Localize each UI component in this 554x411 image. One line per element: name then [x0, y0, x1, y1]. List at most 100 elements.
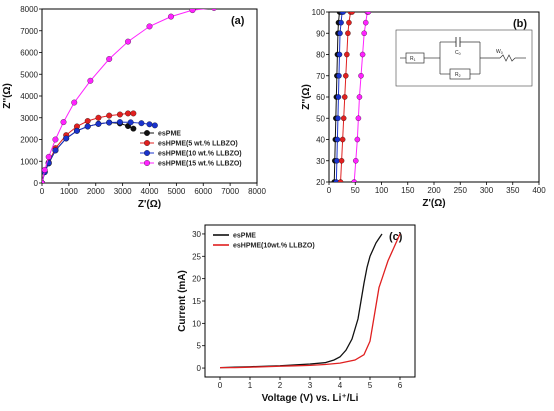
a-legend-label: esHPME(10 wt.% LLBZO): [158, 151, 242, 158]
c-x-tick-label: 1: [248, 381, 253, 390]
b-series-3-point: [353, 157, 359, 164]
b-series-2-point: [345, 30, 351, 36]
a-x-axis-label: Z'(Ω): [138, 199, 161, 210]
a-series-1-point: [84, 118, 91, 124]
b-series-1-point: [335, 94, 342, 100]
b-series-2-point: [338, 157, 345, 164]
b-series-2-point: [341, 94, 348, 100]
a-x-tick-label: 0: [40, 187, 45, 196]
a-series-2-point: [106, 119, 113, 126]
c-x-tick-label: 0: [218, 381, 223, 390]
b-y-tick-label: 50: [316, 114, 325, 123]
a-series-1-point: [95, 114, 102, 121]
c-y-tick-label: 20: [192, 275, 201, 284]
b-series-2-point: [344, 51, 350, 58]
c-y-tick-label: 15: [192, 297, 201, 306]
a-series-1-point: [125, 110, 131, 117]
b-y-tick-label: 100: [312, 8, 326, 17]
b-x-tick-label: 200: [427, 186, 441, 195]
circuit-w-sub: 0: [501, 51, 503, 55]
a-series-1-point: [106, 112, 113, 119]
a-series-3-point: [106, 56, 113, 62]
circuit-w-label: W0: [496, 49, 503, 55]
b-x-tick-label: 50: [351, 186, 360, 195]
a-series-2-point: [146, 121, 153, 128]
b-series-2-point: [346, 19, 352, 26]
b-x-tick-label: 100: [375, 186, 389, 195]
b-x-tick-label: 0: [327, 186, 332, 195]
a-series-2-point: [116, 119, 123, 126]
a-series-group: [42, 9, 217, 183]
c-y-axis-label: Current (mA): [177, 270, 188, 332]
a-series-3-point: [146, 23, 153, 30]
a-x-tick-label: 4000: [141, 187, 159, 196]
a-series-2-point: [63, 135, 70, 142]
panel-a-nyquist-plot: 0 1000 2000 3000 4000 5000 6000 7000 8000 0 1000 20…: [2, 5, 266, 210]
b-series-1-point: [337, 30, 343, 36]
b-x-tick-label: 250: [454, 186, 468, 195]
c-series-line-0: [219, 233, 383, 369]
b-y-tick-label: 60: [316, 93, 325, 102]
a-series-2-point: [138, 120, 145, 127]
a-legend-label: esHPME(15 wt.% LLBZO): [158, 161, 242, 168]
b-series-3-point: [355, 115, 362, 122]
a-series-2-point: [73, 127, 80, 134]
b-y-tick-label: 90: [316, 29, 325, 38]
c-x-tick-label: 3: [308, 381, 313, 390]
b-series-1-point: [334, 157, 340, 164]
a-series-3-point: [125, 38, 131, 45]
b-y-tick-label: 70: [316, 72, 325, 81]
a-y-tick-label: 3000: [20, 114, 38, 123]
b-series-3-point: [359, 51, 366, 58]
a-x-tick-label: 5000: [167, 187, 185, 196]
panel-b-nyquist-zoom: 0 50 100 150 200 250 300 350 4002030405060708090…: [301, 8, 546, 209]
a-y-tick-label: 7000: [20, 27, 38, 36]
a-x-tick-label: 2000: [87, 187, 105, 196]
a-series-2-point: [52, 147, 59, 154]
equivalent-circuit-inset: R1 C0 R2 W0: [395, 29, 533, 87]
b-y-tick-label: 80: [316, 51, 325, 60]
circuit-r2-label: R2: [455, 72, 461, 78]
c-x-tick-label: 5: [368, 381, 373, 390]
a-series-3-point: [45, 153, 52, 160]
c-series-line-1: [220, 233, 401, 369]
b-x-tick-label: 150: [401, 186, 415, 195]
a-series-3-point: [211, 9, 217, 11]
b-panel-label: (b): [513, 18, 527, 30]
c-y-tick-label: 0: [197, 364, 202, 373]
a-y-axis-label: Z''(Ω): [2, 83, 13, 109]
c-y-tick-label: 30: [192, 230, 201, 239]
b-y-tick-label: 20: [316, 178, 325, 187]
a-y-tick-label: 1000: [20, 157, 38, 166]
c-y-tick-label: 10: [192, 319, 201, 328]
a-legend-label: esPME: [158, 131, 181, 138]
a-legend-label: esHPME(5 wt.% LLBZO): [158, 141, 238, 148]
c-x-axis-label: Voltage (V) vs. Li⁺/Li: [262, 393, 359, 404]
b-series-3-point: [358, 73, 364, 79]
b-series-1-point: [340, 12, 346, 15]
a-panel-label: (a): [231, 15, 245, 27]
b-y-axis-label: Z''(Ω): [301, 84, 312, 110]
b-series-3-point: [356, 94, 363, 100]
b-series-3-point: [362, 19, 369, 26]
b-series-1-point: [336, 73, 342, 79]
b-x-tick-label: 350: [506, 186, 520, 195]
a-x-tick-label: 7000: [221, 187, 239, 196]
c-legend-label: esHPME(10wt.% LLBZO): [233, 243, 315, 250]
a-series-2-point: [84, 123, 91, 130]
b-series-group: [331, 12, 372, 182]
a-series-3-point: [71, 99, 78, 106]
c-series-group: [219, 233, 401, 369]
a-legend-swatch-marker: [144, 160, 150, 166]
circuit-r1-sub: 1: [414, 58, 416, 62]
b-series-2-point: [340, 115, 347, 122]
circuit-cpe-sub: 0: [459, 52, 461, 56]
a-series-3-point: [87, 77, 94, 84]
a-series-2-point: [127, 119, 134, 126]
b-series-1-point: [335, 115, 341, 122]
b-x-axis-label: Z'(Ω): [422, 198, 445, 209]
a-y-tick-label: 6000: [20, 49, 38, 58]
b-series-1-point: [338, 19, 344, 26]
c-panel-label: (c): [389, 231, 403, 243]
